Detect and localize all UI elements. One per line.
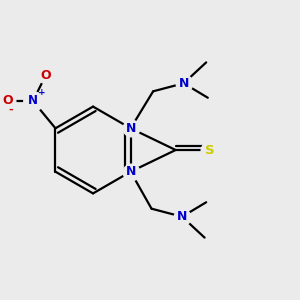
Text: +: + — [38, 88, 45, 97]
Text: S: S — [205, 143, 214, 157]
Text: N: N — [28, 94, 38, 107]
Text: N: N — [177, 210, 187, 223]
Text: N: N — [178, 77, 189, 90]
Text: N: N — [125, 165, 136, 178]
Text: O: O — [2, 94, 13, 107]
Text: O: O — [40, 69, 51, 82]
Text: -: - — [8, 105, 13, 115]
Text: N: N — [125, 122, 136, 135]
